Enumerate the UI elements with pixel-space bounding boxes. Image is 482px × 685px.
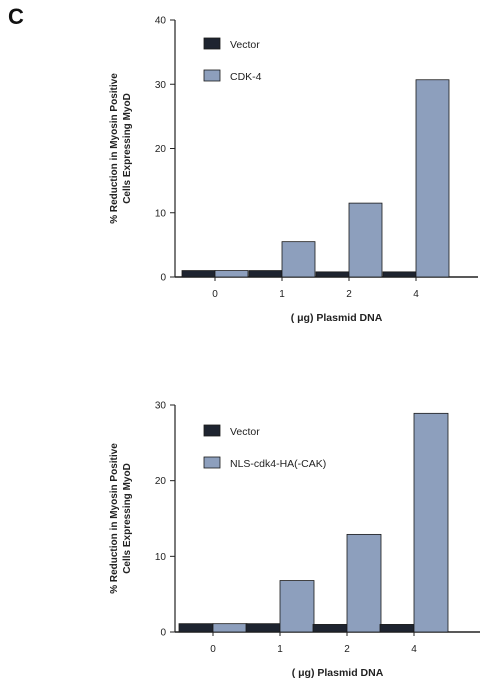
bar-vector (181, 270, 216, 278)
bar-vector (312, 624, 348, 633)
chart-top: 0 10 20 30 40 0 1 2 4 ( μg) Plasmid DNA % Reductio… (109, 16, 478, 324)
x-axis-label: ( μg) Plasmid DNA (291, 312, 383, 324)
bar-vector (178, 623, 214, 633)
y-axis-label-line-2: Cells Expressing MyoD (122, 93, 133, 204)
x-tick-label: 0 (212, 289, 218, 300)
bar-treatment (281, 241, 316, 278)
legend-swatch-treatment (203, 69, 221, 82)
bar-treatment (279, 580, 315, 633)
bar-treatment (212, 623, 248, 633)
bar-treatment (346, 533, 382, 633)
y-tick-label: 30 (155, 401, 167, 412)
bar-treatment (348, 202, 383, 278)
y-axis-label-line-2: Cells Expressing MyoD (122, 463, 133, 574)
bar-vector (248, 270, 283, 278)
bar-vector (245, 623, 281, 633)
legend-label-treatment: NLS-cdk4-HA(-CAK) (230, 458, 326, 470)
panel-letter: C (8, 4, 24, 29)
x-axis-label: ( μg) Plasmid DNA (292, 667, 384, 679)
x-tick-label: 2 (344, 644, 350, 655)
y-tick-label: 0 (160, 628, 166, 639)
legend-swatch-treatment (203, 456, 221, 469)
x-tick-label: 1 (277, 644, 283, 655)
x-tick-label: 4 (411, 644, 417, 655)
x-tick-label: 0 (210, 644, 216, 655)
y-tick-label: 10 (155, 208, 167, 219)
bar-treatment (214, 270, 249, 278)
bar-vector (382, 271, 417, 278)
bar-vector (379, 624, 415, 633)
bar-vector (315, 271, 350, 278)
x-tick-label: 2 (346, 289, 352, 300)
bar-treatment (413, 412, 449, 633)
y-axis-label-line-1: % Reduction in Myosin Positive (109, 73, 120, 224)
legend-swatch-vector (203, 424, 221, 437)
y-tick-label: 10 (155, 552, 167, 563)
y-tick-label: 30 (155, 80, 167, 91)
y-tick-label: 20 (155, 144, 167, 155)
bar-treatment (415, 79, 450, 278)
legend-label-treatment: CDK-4 (230, 71, 262, 83)
y-tick-label: 20 (155, 476, 167, 487)
y-tick-label: 40 (155, 16, 167, 27)
legend-label-vector: Vector (230, 39, 260, 51)
x-tick-label: 1 (279, 289, 285, 300)
y-axis-label-line-1: % Reduction in Myosin Positive (109, 443, 120, 594)
x-tick-label: 4 (413, 289, 419, 300)
legend-swatch-vector (203, 37, 221, 50)
chart-bottom: 0 10 20 30 0 1 2 4 ( μg) Plasmid DNA % Reduction … (109, 401, 480, 679)
legend-label-vector: Vector (230, 426, 260, 438)
y-tick-label: 0 (160, 273, 166, 284)
